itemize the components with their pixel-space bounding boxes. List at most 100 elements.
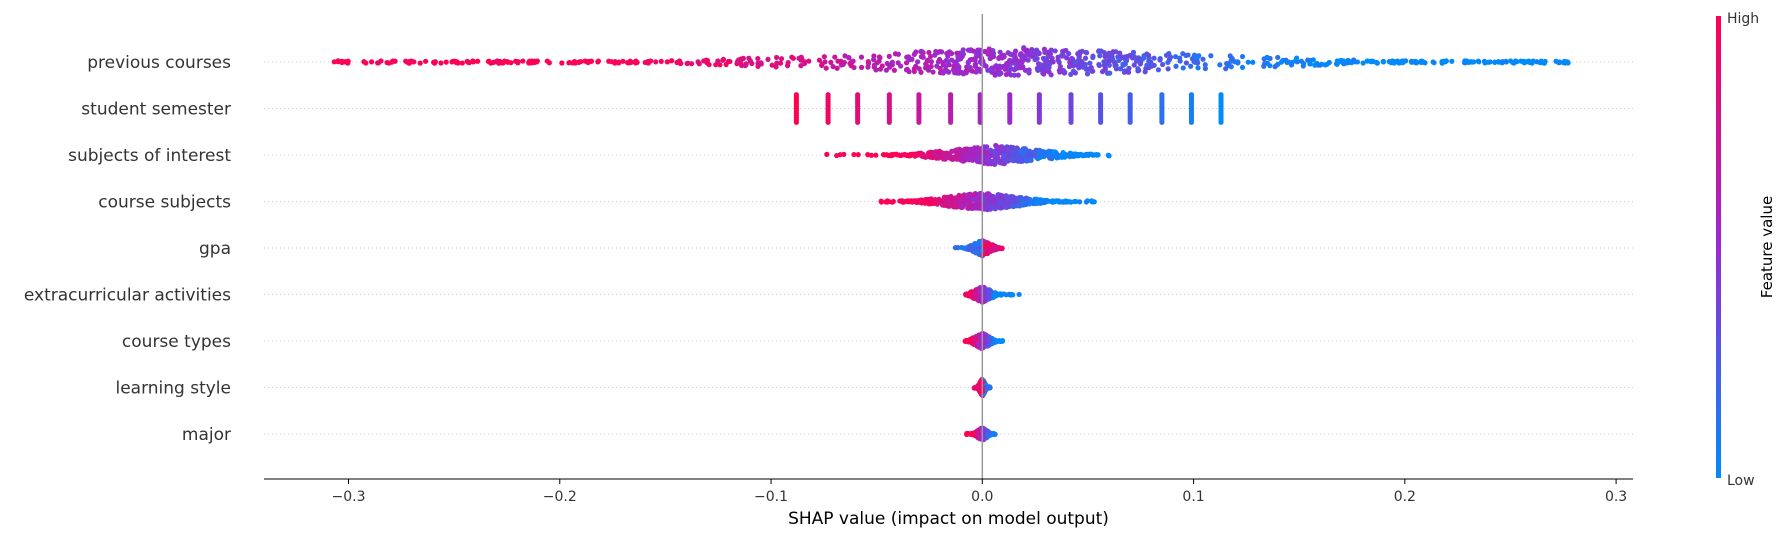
data-point [1133,58,1140,64]
data-point [964,202,970,208]
data-point [1275,54,1281,61]
data-point [914,59,921,65]
data-point [1419,58,1426,65]
data-point [701,58,707,64]
data-point [1264,60,1270,66]
x-tick-label: 0.2 [1394,489,1416,505]
data-point [642,59,648,66]
data-point [1312,62,1318,68]
feature-points [964,425,998,443]
data-point [588,58,594,64]
data-point [1180,65,1186,71]
colorbar: High Low Feature value [1716,11,1776,489]
data-point [1106,50,1112,56]
data-point [785,60,791,66]
data-point [669,58,675,64]
feature-points [793,92,1224,125]
data-point [1245,59,1251,65]
data-point [879,63,885,69]
feature-label: previous courses [87,53,231,73]
feature-points [952,238,1005,259]
data-point [1037,197,1043,203]
data-point [929,154,936,161]
data-point [1307,61,1313,67]
data-point [1093,151,1099,158]
feature-points [824,142,1112,167]
data-point [559,60,565,66]
data-point [1118,55,1124,61]
data-point [1005,198,1011,204]
data-point [1019,64,1025,71]
data-point [985,245,992,251]
data-point [1202,65,1208,72]
data-point [911,66,917,72]
data-point [1202,62,1208,68]
data-point [1121,69,1128,75]
data-point [1217,62,1223,68]
data-point [868,152,874,158]
data-point [918,69,924,75]
data-point [926,49,932,56]
data-point [755,55,761,62]
data-point [981,242,988,249]
data-point [572,60,578,66]
data-point [944,58,950,64]
data-point [1368,59,1374,65]
data-point [980,332,986,338]
colorbar-gradient [1716,16,1721,478]
data-point [1030,49,1036,55]
data-point [940,59,946,65]
data-point [1087,60,1093,66]
data-point [1072,59,1078,65]
data-point [1317,62,1323,68]
data-point [1036,119,1042,125]
data-point [1083,199,1089,205]
data-point [1188,119,1195,125]
data-point [520,58,526,64]
data-point [987,201,993,207]
data-point [992,203,998,209]
data-point [998,292,1004,298]
data-point [903,67,910,73]
data-point [977,379,983,386]
data-point [1054,153,1060,159]
data-point [918,197,924,204]
data-point [1180,51,1186,57]
data-point [816,57,823,63]
data-point [1025,57,1031,63]
data-point [1036,149,1042,155]
data-point [1005,149,1011,155]
data-point [884,198,891,204]
data-point [658,58,664,64]
data-point [834,65,840,71]
data-point [1177,58,1183,64]
data-point [1010,292,1016,298]
data-point [735,59,741,65]
data-point [956,193,962,199]
data-point [1056,199,1063,205]
data-point [942,195,948,201]
data-point [1250,59,1256,65]
data-point [1155,67,1162,73]
feature-labels: previous courses student semester subjects… [24,53,231,445]
data-point [928,53,934,60]
data-point [546,60,552,66]
data-point [389,59,395,65]
data-point [1518,58,1524,64]
data-point [505,59,511,65]
data-point [956,69,962,75]
data-point [411,59,417,65]
data-point [1051,149,1058,155]
data-point [986,430,992,436]
colorbar-low-label: Low [1727,473,1755,489]
data-point [1097,53,1103,59]
data-point [1040,151,1047,157]
feature-points [331,45,1571,78]
data-point [997,49,1003,55]
data-point [339,58,345,64]
data-point [865,64,871,70]
data-point [1018,157,1024,163]
data-point [986,153,992,159]
data-point [1354,59,1361,65]
